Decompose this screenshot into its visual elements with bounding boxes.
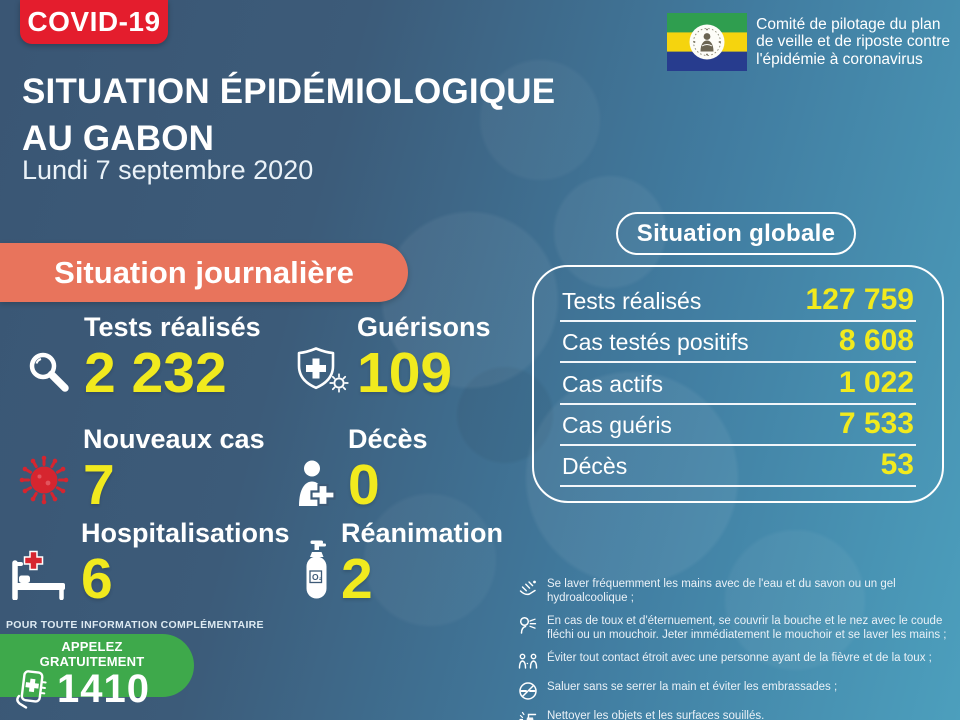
global-row-value: 127 759 — [805, 283, 914, 316]
gabon-flag-emblem-icon — [667, 13, 748, 71]
global-row-gueris: Cas guéris 7 533 — [560, 407, 916, 446]
stat-value: 2 232 — [84, 341, 227, 405]
covid-19-badge-label: COVID-19 — [27, 6, 161, 37]
stat-label: Décès — [348, 424, 428, 454]
hotline-cta: APPELEZ GRATUITEMENT — [39, 639, 145, 669]
global-row-deces: Décès 53 — [560, 448, 916, 487]
stat-tests-realises: Tests réalisés 2 232 — [27, 312, 261, 405]
daily-section-heading-label: Situation journalière — [54, 254, 354, 290]
tip-text: Nettoyer les objets et les surfaces soui… — [547, 709, 765, 720]
global-row-value: 8 608 — [838, 324, 914, 358]
stat-label: Réanimation — [341, 518, 504, 548]
wash-hands-icon — [519, 580, 536, 596]
global-row-label: Décès — [562, 453, 628, 479]
global-row-tests: Tests réalisés 127 759 — [560, 283, 916, 322]
stat-value: 2 — [341, 547, 373, 611]
avoid-contact-icon — [518, 653, 538, 669]
page-title: SITUATION ÉPIDÉMIOLOGIQUE AU GABON — [22, 68, 555, 163]
clean-surfaces-icon — [519, 711, 537, 720]
oxygen-tank-icon: O₂ — [306, 540, 327, 599]
global-row-label: Cas testés positifs — [562, 329, 749, 356]
virus-icon — [18, 454, 70, 506]
magnifier-icon — [29, 352, 69, 392]
stat-value: 0 — [348, 453, 380, 517]
global-row-label: Cas guéris — [562, 411, 672, 438]
tip-text: Saluer sans se serrer la main et éviter … — [547, 680, 838, 693]
shield-cross-virus-icon — [297, 347, 349, 393]
stat-label: Nouveaux cas — [83, 424, 265, 454]
stat-deces: Décès 0 — [297, 424, 428, 517]
global-row-value: 53 — [880, 448, 914, 481]
stat-label: Tests réalisés — [84, 312, 261, 342]
committee-header: Comité de pilotage du plan de veille et … — [667, 13, 950, 71]
tip-item: Éviter tout contact étroit avec une pers… — [518, 651, 956, 672]
stat-reanimation: O₂ Réanimation 2 — [304, 518, 504, 611]
stat-nouveaux-cas: Nouveaux cas 7 — [18, 424, 265, 517]
global-row-value: 1 022 — [838, 365, 914, 399]
global-row-label: Tests réalisés — [562, 288, 702, 314]
global-row-positifs: Cas testés positifs 8 608 — [560, 324, 916, 364]
global-section-heading: Situation globale — [616, 212, 856, 255]
global-stats-panel: Tests réalisés 127 759 Cas testés positi… — [532, 265, 944, 503]
stat-label: Guérisons — [357, 312, 491, 342]
stat-hospitalisations: Hospitalisations 6 — [10, 518, 290, 611]
person-cross-icon — [299, 460, 336, 507]
no-handshake-icon — [519, 681, 537, 700]
report-date: Lundi 7 septembre 2020 — [22, 155, 314, 185]
page-title-line2: AU GABON — [22, 119, 215, 159]
tip-item: Nettoyer les objets et les surfaces soui… — [518, 709, 956, 720]
hotline-number: 1410 — [57, 667, 150, 711]
committee-title-line: Comité de pilotage du plan — [756, 15, 941, 33]
hotline-badge: APPELEZ GRATUITEMENT 1410 — [0, 634, 194, 709]
svg-text:O₂: O₂ — [312, 572, 323, 582]
global-row-label: Cas actifs — [562, 370, 663, 397]
global-section-heading-label: Situation globale — [636, 219, 836, 247]
stat-guerisons: Guérisons 109 — [295, 312, 491, 405]
hotline-note: POUR TOUTE INFORMATION COMPLÉMENTAIRE — [6, 619, 264, 631]
stat-value: 6 — [81, 547, 113, 611]
hygiene-tips-list: Se laver fréquemment les mains avec de l… — [518, 577, 956, 720]
committee-title: Comité de pilotage du plan de veille et … — [756, 16, 950, 69]
phone-cross-icon — [16, 670, 47, 709]
daily-section-heading: Situation journalière — [0, 243, 408, 302]
sneeze-cover-icon — [519, 616, 537, 634]
stat-value: 7 — [83, 453, 115, 517]
stat-label: Hospitalisations — [81, 518, 290, 548]
committee-title-line: de veille et de riposte contre — [756, 33, 950, 51]
global-row-actifs: Cas actifs 1 022 — [560, 366, 916, 405]
tip-item: Se laver fréquemment les mains avec de l… — [518, 577, 956, 606]
tip-item: En cas de toux et d'éternuement, se couv… — [518, 614, 956, 643]
hospital-bed-icon — [12, 550, 65, 601]
tip-item: Saluer sans se serrer la main et éviter … — [518, 680, 956, 701]
committee-title-line: l'épidémie à coronavirus — [756, 50, 923, 68]
tip-text: En cas de toux et d'éternuement, se couv… — [547, 614, 947, 642]
tip-text: Éviter tout contact étroit avec une pers… — [547, 651, 932, 664]
global-row-value: 7 533 — [838, 406, 914, 440]
stat-value: 109 — [357, 341, 453, 405]
tip-text: Se laver fréquemment les mains avec de l… — [547, 578, 896, 605]
page-title-line1: SITUATION ÉPIDÉMIOLOGIQUE — [22, 72, 556, 111]
covid-19-badge: COVID-19 — [20, 0, 168, 44]
